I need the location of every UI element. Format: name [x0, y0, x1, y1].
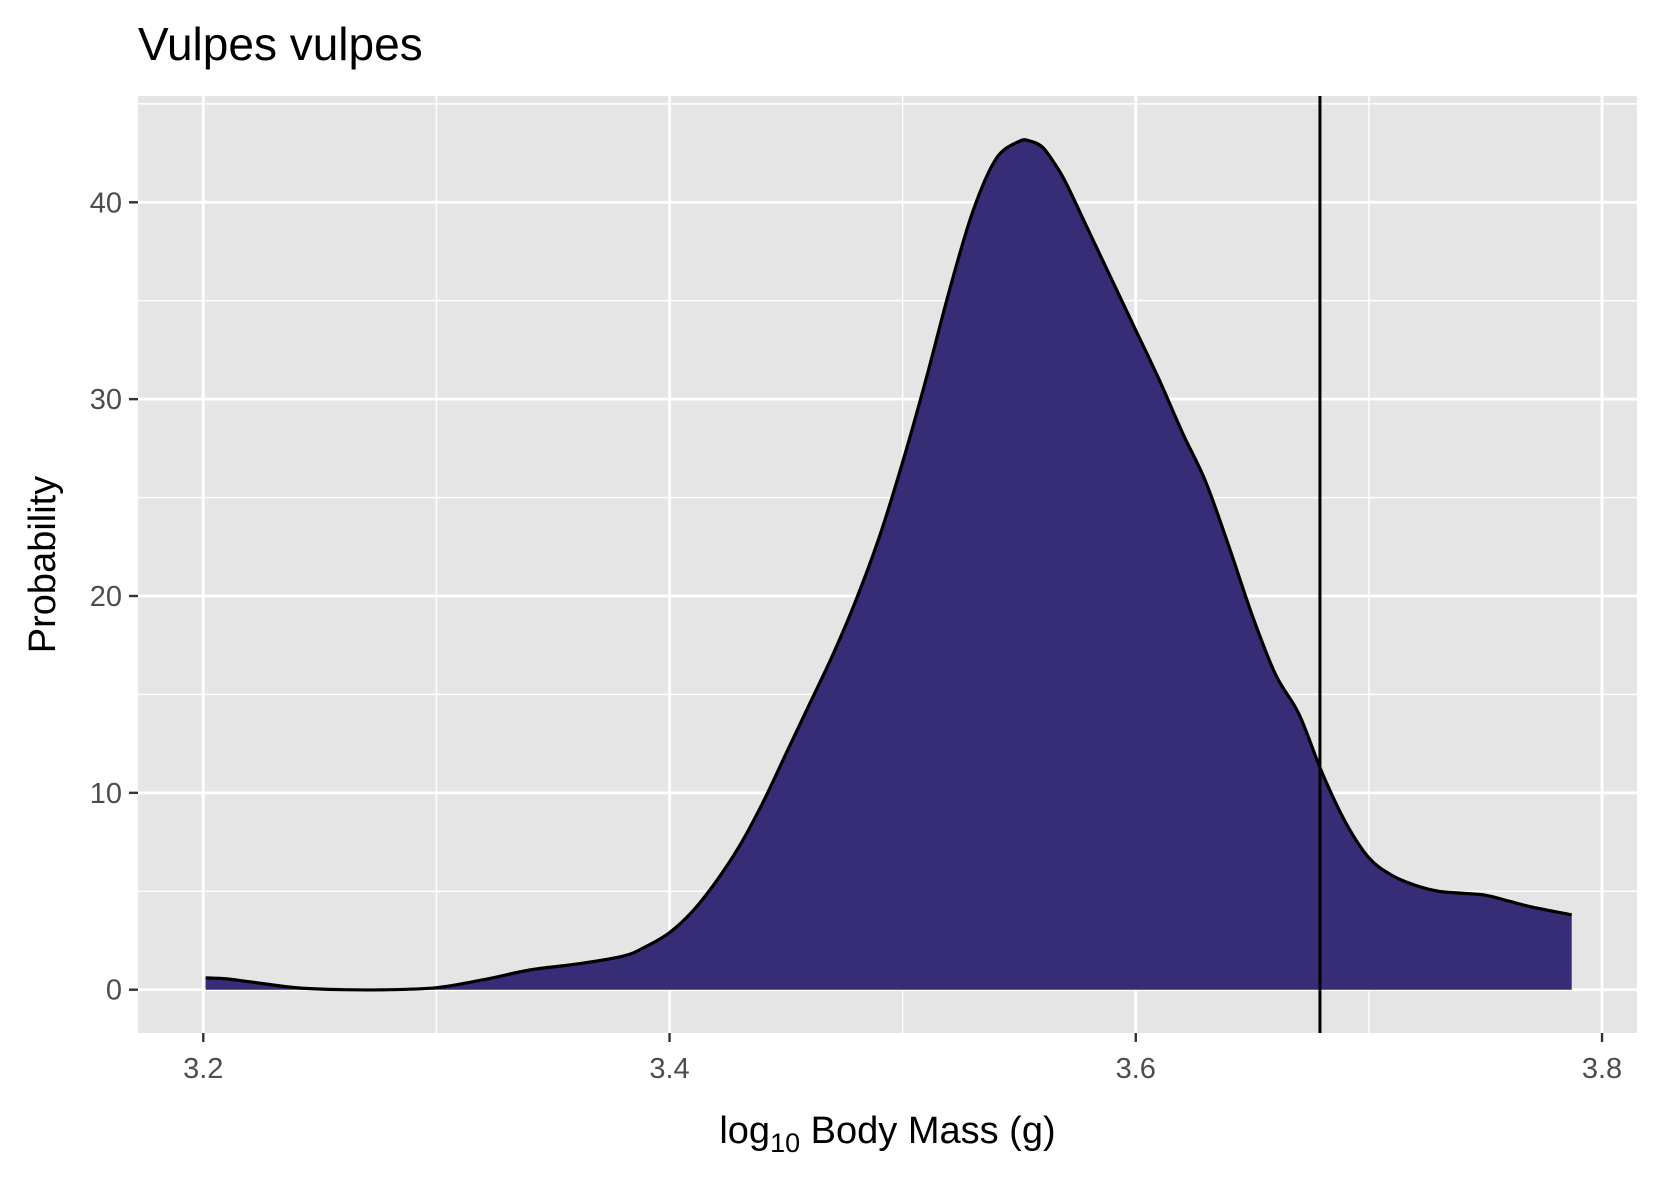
x-tick-label: 3.4 [649, 1053, 689, 1085]
y-axis-label: Probability [22, 476, 64, 653]
x-axis-label-rest: Body Mass (g) [800, 1110, 1056, 1152]
y-tick-label: 20 [90, 581, 122, 613]
y-tick-label: 40 [90, 187, 122, 219]
y-tick-label: 0 [106, 975, 122, 1007]
x-axis: 3.2 3.4 3.6 3.8 [183, 1033, 1622, 1085]
chart-title: Vulpes vulpes [138, 18, 423, 70]
density-area [205, 139, 1572, 990]
y-axis: 0 10 20 30 40 [90, 187, 138, 1007]
density-line [205, 138, 1573, 992]
x-axis-label-subscript: 10 [770, 1128, 800, 1158]
x-tick-label: 3.2 [183, 1053, 223, 1085]
x-tick-label: 3.8 [1582, 1053, 1622, 1085]
y-tick-label: 10 [90, 778, 122, 810]
x-axis-label: log10 Body Mass (g) [719, 1110, 1055, 1158]
x-tick-label: 3.6 [1116, 1053, 1156, 1085]
y-tick-label: 30 [90, 384, 122, 416]
x-axis-label-main: log [719, 1110, 770, 1152]
